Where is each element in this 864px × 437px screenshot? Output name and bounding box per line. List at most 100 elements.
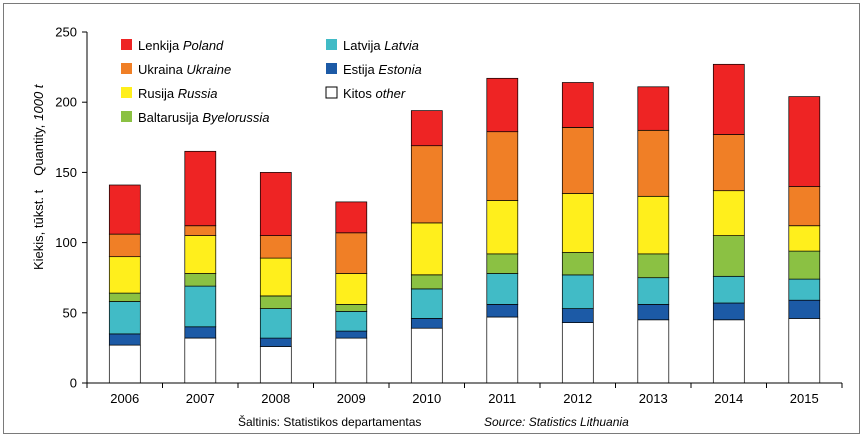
- bar-segment-estonia-2010: [410, 318, 443, 329]
- bar-segment-ukraine-2013: [637, 129, 670, 197]
- y-axis-label-lt: Kiekis, tūkst. t: [31, 189, 46, 270]
- bar-segment-russia-2009: [335, 273, 368, 305]
- legend-label-lt: Estija: [343, 62, 378, 77]
- y-axis-label-unit: 1000 t: [31, 83, 46, 121]
- bar-segment-estonia-2009: [335, 330, 368, 339]
- y-axis-label-en: Quantity,: [31, 125, 46, 176]
- y-tick-label: 150: [55, 165, 77, 180]
- legend-swatch-estonia: [326, 63, 337, 74]
- y-tick-label: 250: [55, 25, 77, 40]
- x-tick-label: 2012: [563, 391, 592, 406]
- bar-segment-poland-2009: [335, 201, 368, 234]
- bar-segment-byelorussia-2008: [259, 295, 292, 309]
- bar-segment-other-2010: [410, 327, 443, 384]
- bar-segment-other-2014: [712, 319, 745, 384]
- bar-segment-byelorussia-2011: [486, 253, 519, 274]
- bar-segment-latvia-2007: [184, 285, 217, 328]
- bar-segment-latvia-2013: [637, 277, 670, 305]
- bar-segment-ukraine-2014: [712, 134, 745, 192]
- bar-segment-byelorussia-2007: [184, 273, 217, 287]
- legend-label-en: Russia: [178, 86, 218, 101]
- bar-segment-other-2006: [108, 344, 141, 384]
- legend-label-lt: Baltarusija: [138, 110, 202, 125]
- bar-segment-russia-2012: [561, 193, 594, 253]
- bar-segment-byelorussia-2009: [335, 304, 368, 312]
- bar-segment-estonia-2011: [486, 304, 519, 318]
- bar-segment-ukraine-2015: [788, 186, 821, 227]
- bar-segment-latvia-2006: [108, 301, 141, 335]
- bar-segment-ukraine-2009: [335, 232, 368, 274]
- bar-segment-poland-2014: [712, 63, 745, 135]
- bar-segment-byelorussia-2015: [788, 250, 821, 280]
- legend-label-russia: Rusija Russia: [138, 86, 218, 101]
- legend-label-latvia: Latvija Latvia: [343, 38, 419, 53]
- legend-label-en: Poland: [183, 38, 224, 53]
- bar-segment-latvia-2011: [486, 273, 519, 305]
- legend-label-estonia: Estija Estonia: [343, 62, 422, 77]
- bar-segment-byelorussia-2013: [637, 253, 670, 279]
- legend-swatch-latvia: [326, 39, 337, 50]
- bar-segment-russia-2011: [486, 200, 519, 255]
- legend-label-lt: Kitos: [343, 86, 376, 101]
- bar-segment-russia-2008: [259, 257, 292, 297]
- legend-label-en: Ukraine: [186, 62, 231, 77]
- bar-segment-ukraine-2010: [410, 145, 443, 224]
- bar-segment-estonia-2015: [788, 299, 821, 319]
- y-tick-label: 100: [55, 235, 77, 250]
- bar-segment-latvia-2010: [410, 288, 443, 319]
- x-tick-label: 2011: [488, 391, 516, 406]
- bar-segment-estonia-2013: [637, 304, 670, 321]
- bar-segment-ukraine-2011: [486, 131, 519, 201]
- bar-segment-russia-2015: [788, 225, 821, 252]
- bar-segment-poland-2013: [637, 86, 670, 131]
- bar-segment-poland-2008: [259, 172, 292, 236]
- bar-segment-latvia-2009: [335, 311, 368, 332]
- bar-segment-byelorussia-2014: [712, 235, 745, 277]
- legend-label-byelorussia: Baltarusija Byelorussia: [138, 110, 270, 125]
- bar-segment-poland-2010: [410, 110, 443, 147]
- legend-swatch-russia: [121, 87, 132, 98]
- source-lt: Šaltinis: Statistikos departamentas: [238, 414, 421, 429]
- x-tick-label: 2008: [261, 391, 290, 406]
- y-tick-label: 200: [55, 95, 77, 110]
- bar-segment-estonia-2012: [561, 308, 594, 323]
- bar-segment-byelorussia-2006: [108, 292, 141, 302]
- bar-segment-other-2011: [486, 316, 519, 384]
- legend-label-en: other: [376, 86, 406, 101]
- bar-segment-poland-2007: [184, 150, 217, 227]
- x-tick-label: 2015: [790, 391, 819, 406]
- bar-segment-latvia-2012: [561, 274, 594, 309]
- legend-label-lt: Latvija: [343, 38, 384, 53]
- bar-segment-other-2013: [637, 319, 670, 384]
- legend-label-ukraine: Ukraina Ukraine: [138, 62, 231, 77]
- bar-segment-byelorussia-2012: [561, 252, 594, 276]
- bar-segment-russia-2010: [410, 222, 443, 276]
- x-tick-label: 2014: [714, 391, 743, 406]
- legend-swatch-byelorussia: [121, 111, 132, 122]
- legend-swatch-ukraine: [121, 63, 132, 74]
- bar-segment-russia-2014: [712, 190, 745, 236]
- legend-swatch-other: [325, 86, 338, 99]
- bar-segment-russia-2013: [637, 195, 670, 255]
- x-tick-label: 2006: [110, 391, 139, 406]
- legend-swatch-poland: [121, 39, 132, 50]
- x-tick-label: 2009: [337, 391, 366, 406]
- bar-segment-poland-2012: [561, 82, 594, 128]
- bar-segment-poland-2006: [108, 184, 141, 235]
- legend-label-lt: Rusija: [138, 86, 178, 101]
- legend-label-en: Estonia: [378, 62, 421, 77]
- bar-segment-russia-2007: [184, 235, 217, 274]
- legend-label-lt: Lenkija: [138, 38, 183, 53]
- x-tick-label: 2010: [412, 391, 441, 406]
- legend-label-en: Byelorussia: [202, 110, 269, 125]
- bar-segment-poland-2011: [486, 77, 519, 133]
- bar-segment-byelorussia-2010: [410, 274, 443, 290]
- legend-label-other: Kitos other: [343, 86, 406, 101]
- bar-segment-estonia-2014: [712, 302, 745, 321]
- bar-segment-latvia-2008: [259, 308, 292, 339]
- bar-segment-poland-2015: [788, 96, 821, 187]
- bar-segment-other-2009: [335, 337, 368, 384]
- bar-segment-ukraine-2007: [184, 225, 217, 236]
- y-tick-label: 0: [70, 376, 77, 391]
